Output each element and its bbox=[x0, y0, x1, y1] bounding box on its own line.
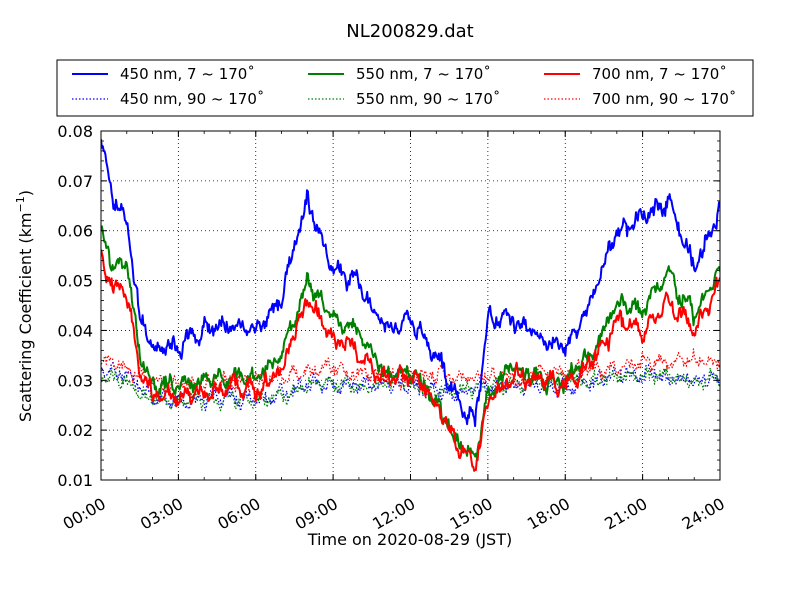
y-tick-label: 0.06 bbox=[57, 222, 93, 241]
y-axis-label-main: Scattering Coefficient (km bbox=[16, 212, 35, 422]
y-axis-label-sup: −1 bbox=[14, 196, 27, 212]
series-line-5 bbox=[101, 365, 720, 412]
series-line-3 bbox=[101, 249, 720, 472]
legend-label-5: 550 nm, 90 ~ 170˚ bbox=[356, 90, 500, 108]
y-axis-label-tail: ) bbox=[16, 190, 35, 196]
series-line-2 bbox=[101, 225, 720, 459]
legend-label-3: 700 nm, 7 ~ 170˚ bbox=[592, 65, 727, 83]
y-axis-label: Scattering Coefficient (km−1) bbox=[14, 190, 35, 422]
series-line-6 bbox=[101, 348, 720, 395]
legend-label-2: 550 nm, 7 ~ 170˚ bbox=[356, 65, 491, 83]
legend-frame bbox=[56, 59, 754, 117]
y-tick-label: 0.02 bbox=[57, 421, 93, 440]
legend-label-4: 450 nm, 90 ~ 170˚ bbox=[120, 90, 264, 108]
legend: 450 nm, 7 ~ 170˚ 550 nm, 7 ~ 170˚ 700 nm, … bbox=[56, 59, 754, 117]
legend-label-6: 700 nm, 90 ~ 170˚ bbox=[592, 90, 736, 108]
y-tick-label: 0.04 bbox=[57, 321, 93, 340]
y-tick-label: 0.05 bbox=[57, 272, 93, 291]
y-tick-label: 0.01 bbox=[57, 471, 93, 490]
y-tick-label: 0.08 bbox=[57, 122, 93, 141]
series-line-1 bbox=[101, 139, 720, 428]
x-axis-label: Time on 2020-08-29 (JST) bbox=[307, 530, 512, 549]
chart-title: NL200829.dat bbox=[346, 21, 473, 42]
y-tick-label: 0.03 bbox=[57, 371, 93, 390]
y-tick-label: 0.07 bbox=[57, 172, 93, 191]
legend-label-1: 450 nm, 7 ~ 170˚ bbox=[120, 65, 255, 83]
